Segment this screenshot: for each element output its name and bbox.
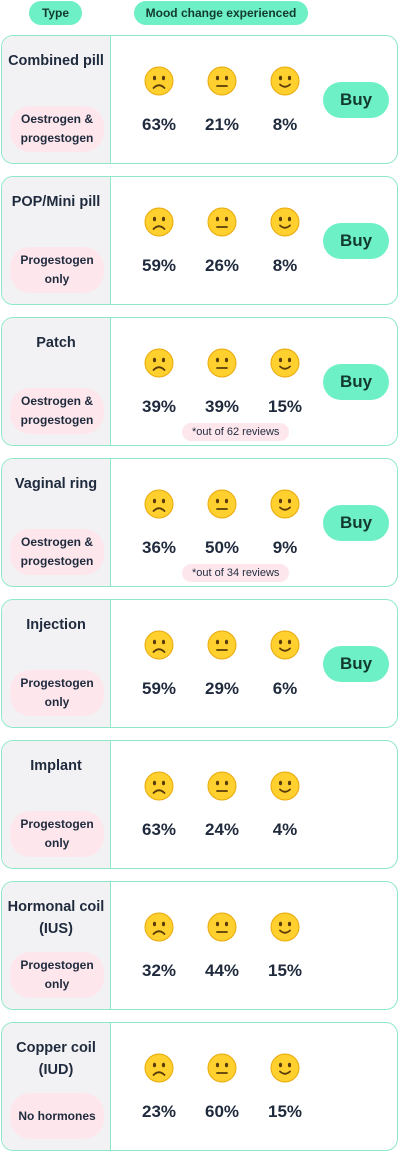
mood-worse-percent: 63% — [141, 820, 177, 839]
mood-no-change-percent: 60% — [204, 1102, 240, 1121]
frowning-face-icon — [144, 630, 174, 660]
type-cell: Vaginal ring Oestrogen & progestogen — [2, 459, 111, 586]
mood-worse-percent: 63% — [141, 115, 177, 134]
hormone-badge: Progestogen only — [10, 952, 104, 998]
mood-no-change-percent: 21% — [204, 115, 240, 134]
buy-button[interactable]: Buy — [323, 646, 389, 682]
contraception-card: Implant Progestogen only 63% 24% 4% — [1, 740, 398, 869]
type-cell: Hormonal coil (IUS) Progestogen only — [2, 882, 111, 1009]
hormone-badge: Oestrogen & progestogen — [10, 388, 104, 434]
frowning-face-icon — [144, 348, 174, 378]
mood-no-change-percent: 44% — [204, 961, 240, 980]
mood-better-percent: 9% — [272, 538, 298, 557]
type-cell: Copper coil (IUD) No hormones — [2, 1023, 111, 1150]
contraception-card: Combined pill Oestrogen & progestogen 63% 2… — [1, 35, 398, 164]
mood-worse-percent: 23% — [141, 1102, 177, 1121]
type-cell: Injection Progestogen only — [2, 600, 111, 727]
contraception-name: Implant — [30, 758, 82, 774]
contraception-name: Patch — [36, 335, 76, 351]
contraception-name: Hormonal coil (IUS) — [7, 899, 105, 937]
type-cell: Implant Progestogen only — [2, 741, 111, 868]
slightly-smiling-face-icon — [270, 771, 300, 801]
mood-no-change-percent: 29% — [204, 679, 240, 698]
slightly-smiling-face-icon — [270, 66, 300, 96]
contraception-name: Vaginal ring — [14, 476, 98, 492]
neutral-face-icon — [207, 912, 237, 942]
buy-button[interactable]: Buy — [323, 505, 389, 541]
slightly-smiling-face-icon — [270, 912, 300, 942]
frowning-face-icon — [144, 1053, 174, 1083]
neutral-face-icon — [207, 207, 237, 237]
mood-column-header: Mood change experienced — [134, 1, 308, 25]
neutral-face-icon — [207, 630, 237, 660]
mood-better-percent: 8% — [272, 115, 298, 134]
review-count-note: *out of 34 reviews — [182, 564, 290, 582]
mood-better-percent: 6% — [272, 679, 298, 698]
neutral-face-icon — [207, 1053, 237, 1083]
slightly-smiling-face-icon — [270, 207, 300, 237]
contraception-name: Combined pill — [8, 53, 104, 69]
buy-button[interactable]: Buy — [323, 82, 389, 118]
neutral-face-icon — [207, 66, 237, 96]
neutral-face-icon — [207, 489, 237, 519]
buy-button[interactable]: Buy — [323, 223, 389, 259]
type-cell: Combined pill Oestrogen & progestogen — [2, 36, 111, 163]
mood-no-change-percent: 24% — [204, 820, 240, 839]
hormone-badge: Oestrogen & progestogen — [10, 529, 104, 575]
mood-worse-percent: 39% — [141, 397, 177, 416]
type-column-header: Type — [29, 1, 82, 25]
contraception-card: POP/Mini pill Progestogen only 59% 26% 8% Buy — [1, 176, 398, 305]
contraception-name: Copper coil (IUD) — [16, 1040, 96, 1078]
frowning-face-icon — [144, 207, 174, 237]
hormone-badge: Progestogen only — [10, 247, 104, 293]
mood-no-change-percent: 26% — [204, 256, 240, 275]
mood-better-percent: 15% — [267, 1102, 303, 1121]
table-header: Type Mood change experienced — [0, 0, 400, 35]
contraception-card: Hormonal coil (IUS) Progestogen only 32% 44… — [1, 881, 398, 1010]
contraception-card: Injection Progestogen only 59% 29% 6% Buy — [1, 599, 398, 728]
neutral-face-icon — [207, 771, 237, 801]
slightly-smiling-face-icon — [270, 489, 300, 519]
type-cell: POP/Mini pill Progestogen only — [2, 177, 111, 304]
mood-worse-percent: 32% — [141, 961, 177, 980]
neutral-face-icon — [207, 348, 237, 378]
contraception-card: Copper coil (IUD) No hormones 23% 60% 15% — [1, 1022, 398, 1151]
frowning-face-icon — [144, 912, 174, 942]
mood-better-percent: 15% — [267, 397, 303, 416]
hormone-badge: Progestogen only — [10, 670, 104, 716]
mood-better-percent: 15% — [267, 961, 303, 980]
buy-button[interactable]: Buy — [323, 364, 389, 400]
mood-worse-percent: 59% — [141, 256, 177, 275]
hormone-badge: No hormones — [10, 1093, 104, 1139]
contraception-card: Vaginal ring Oestrogen & progestogen 36% 50… — [1, 458, 398, 587]
slightly-smiling-face-icon — [270, 1053, 300, 1083]
mood-better-percent: 4% — [272, 820, 298, 839]
contraception-card: Patch Oestrogen & progestogen 39% 39% 15% *ou… — [1, 317, 398, 446]
mood-no-change-percent: 39% — [204, 397, 240, 416]
type-cell: Patch Oestrogen & progestogen — [2, 318, 111, 445]
review-count-note: *out of 62 reviews — [182, 423, 290, 441]
frowning-face-icon — [144, 489, 174, 519]
slightly-smiling-face-icon — [270, 630, 300, 660]
frowning-face-icon — [144, 66, 174, 96]
contraception-name: Injection — [26, 617, 86, 633]
mood-worse-percent: 59% — [141, 679, 177, 698]
slightly-smiling-face-icon — [270, 348, 300, 378]
frowning-face-icon — [144, 771, 174, 801]
mood-worse-percent: 36% — [141, 538, 177, 557]
mood-no-change-percent: 50% — [204, 538, 240, 557]
hormone-badge: Progestogen only — [10, 811, 104, 857]
hormone-badge: Oestrogen & progestogen — [10, 106, 104, 152]
mood-better-percent: 8% — [272, 256, 298, 275]
contraception-name: POP/Mini pill — [11, 194, 101, 210]
